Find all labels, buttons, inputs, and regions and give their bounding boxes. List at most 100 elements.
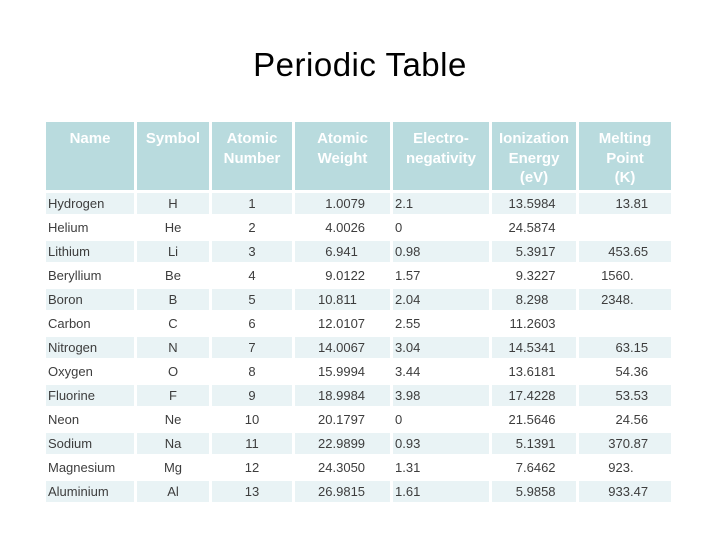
cell-atomic-weight: 22.9899 bbox=[295, 432, 390, 454]
integer-part: 453 bbox=[608, 243, 630, 259]
cell-electronegativity: 0.98 bbox=[393, 240, 489, 262]
integer-part: 24 bbox=[318, 459, 333, 475]
fraction-part: .5341 bbox=[523, 339, 556, 355]
integer-part: 1560 bbox=[601, 267, 630, 283]
integer-part: 4 bbox=[325, 219, 333, 235]
cell-symbol: Mg bbox=[137, 456, 209, 478]
integer-part: 53 bbox=[615, 387, 630, 403]
fraction-part: .4228 bbox=[523, 387, 556, 403]
cell-atomic-number: 5 bbox=[212, 288, 292, 310]
column-header-electronegativity: Electro- negativity bbox=[393, 122, 489, 190]
fraction-part: .0107 bbox=[332, 315, 366, 331]
fraction-part: .9984 bbox=[332, 387, 366, 403]
integer-part: 12 bbox=[318, 315, 333, 331]
fraction-part: .87 bbox=[630, 435, 649, 451]
cell-atomic-number: 4 bbox=[212, 264, 292, 286]
fraction-part: .3050 bbox=[332, 459, 366, 475]
cell-name: Helium bbox=[46, 216, 134, 238]
integer-part: 11 bbox=[509, 315, 524, 331]
cell-symbol: F bbox=[137, 384, 209, 406]
cell-melting-point bbox=[579, 312, 671, 334]
table-header-row: Name Symbol Atomic Number Atomic Weight Elec… bbox=[46, 122, 671, 190]
cell-ionization-energy: 5.9858 bbox=[492, 480, 576, 502]
cell-atomic-weight: 12.0107 bbox=[295, 312, 390, 334]
table-row: Fluorine F 9 18.9984 3.98 17.4228 53.53 bbox=[46, 384, 671, 406]
fraction-part: .5984 bbox=[523, 195, 556, 211]
table-row: Boron B 5 10.811 2.04 8.298 2348. bbox=[46, 288, 671, 310]
table-row: Magnesium Mg 12 24.3050 1.31 7.6462 923. bbox=[46, 456, 671, 478]
cell-ionization-energy: 13.5984 bbox=[492, 192, 576, 214]
fraction-part: . bbox=[630, 459, 634, 475]
cell-symbol: H bbox=[137, 192, 209, 214]
fraction-part: .65 bbox=[630, 243, 649, 259]
cell-atomic-number: 13 bbox=[212, 480, 292, 502]
fraction-part: .53 bbox=[630, 387, 649, 403]
fraction-part: .56 bbox=[630, 411, 649, 427]
cell-ionization-energy: 8.298 bbox=[492, 288, 576, 310]
cell-atomic-number: 3 bbox=[212, 240, 292, 262]
cell-name: Fluorine bbox=[46, 384, 134, 406]
cell-electronegativity: 1.57 bbox=[393, 264, 489, 286]
cell-atomic-weight: 9.0122 bbox=[295, 264, 390, 286]
integer-part: 5 bbox=[515, 243, 523, 259]
cell-name: Aluminium bbox=[46, 480, 134, 502]
cell-ionization-energy: 17.4228 bbox=[492, 384, 576, 406]
table-row: Carbon C 6 12.0107 2.55 11.2603 bbox=[46, 312, 671, 334]
integer-part: 26 bbox=[318, 483, 333, 499]
fraction-part: .1797 bbox=[332, 411, 366, 427]
cell-melting-point: 923. bbox=[579, 456, 671, 478]
cell-melting-point: 2348. bbox=[579, 288, 671, 310]
integer-part: 923 bbox=[608, 459, 630, 475]
fraction-part: .941 bbox=[332, 243, 358, 259]
fraction-part: .6181 bbox=[523, 363, 556, 379]
fraction-part: .0122 bbox=[332, 267, 366, 283]
cell-atomic-weight: 26.9815 bbox=[295, 480, 390, 502]
fraction-part: .9994 bbox=[332, 363, 366, 379]
cell-electronegativity: 1.61 bbox=[393, 480, 489, 502]
integer-part: 21 bbox=[508, 411, 523, 427]
cell-atomic-number: 11 bbox=[212, 432, 292, 454]
cell-electronegativity: 0.93 bbox=[393, 432, 489, 454]
cell-symbol: Li bbox=[137, 240, 209, 262]
fraction-part: .0079 bbox=[332, 195, 366, 211]
cell-name: Carbon bbox=[46, 312, 134, 334]
cell-atomic-weight: 15.9994 bbox=[295, 360, 390, 382]
integer-part: 14 bbox=[318, 339, 333, 355]
cell-melting-point: 933.47 bbox=[579, 480, 671, 502]
cell-symbol: Al bbox=[137, 480, 209, 502]
fraction-part: .3917 bbox=[523, 243, 556, 259]
integer-part: 14 bbox=[508, 339, 523, 355]
cell-ionization-energy: 9.3227 bbox=[492, 264, 576, 286]
fraction-part: . bbox=[630, 267, 634, 283]
table-row: Beryllium Be 4 9.0122 1.57 9.3227 1560. bbox=[46, 264, 671, 286]
cell-melting-point: 53.53 bbox=[579, 384, 671, 406]
cell-atomic-number: 8 bbox=[212, 360, 292, 382]
cell-name: Magnesium bbox=[46, 456, 134, 478]
cell-electronegativity: 2.55 bbox=[393, 312, 489, 334]
column-header-ionization-energy: Ionization Energy (eV) bbox=[492, 122, 576, 190]
table-row: Hydrogen H 1 1.0079 2.1 13.5984 13.81 bbox=[46, 192, 671, 214]
integer-part: 8 bbox=[515, 291, 523, 307]
integer-part: 7 bbox=[515, 459, 523, 475]
integer-part: 18 bbox=[318, 387, 333, 403]
column-header-atomic-weight: Atomic Weight bbox=[295, 122, 390, 190]
fraction-part: .298 bbox=[523, 291, 549, 307]
cell-melting-point: 54.36 bbox=[579, 360, 671, 382]
integer-part: 15 bbox=[318, 363, 333, 379]
cell-electronegativity: 0 bbox=[393, 216, 489, 238]
page-title: Periodic Table bbox=[253, 46, 467, 83]
column-header-name: Name bbox=[46, 122, 134, 190]
cell-ionization-energy: 14.5341 bbox=[492, 336, 576, 358]
fraction-part: .36 bbox=[630, 363, 649, 379]
cell-atomic-number: 12 bbox=[212, 456, 292, 478]
integer-part: 63 bbox=[615, 339, 630, 355]
cell-symbol: Na bbox=[137, 432, 209, 454]
fraction-part: .81 bbox=[630, 195, 649, 211]
fraction-part: .5646 bbox=[523, 411, 556, 427]
integer-part: 5 bbox=[515, 435, 523, 451]
cell-name: Neon bbox=[46, 408, 134, 430]
integer-part: 10 bbox=[318, 291, 333, 307]
cell-ionization-energy: 5.1391 bbox=[492, 432, 576, 454]
cell-symbol: O bbox=[137, 360, 209, 382]
